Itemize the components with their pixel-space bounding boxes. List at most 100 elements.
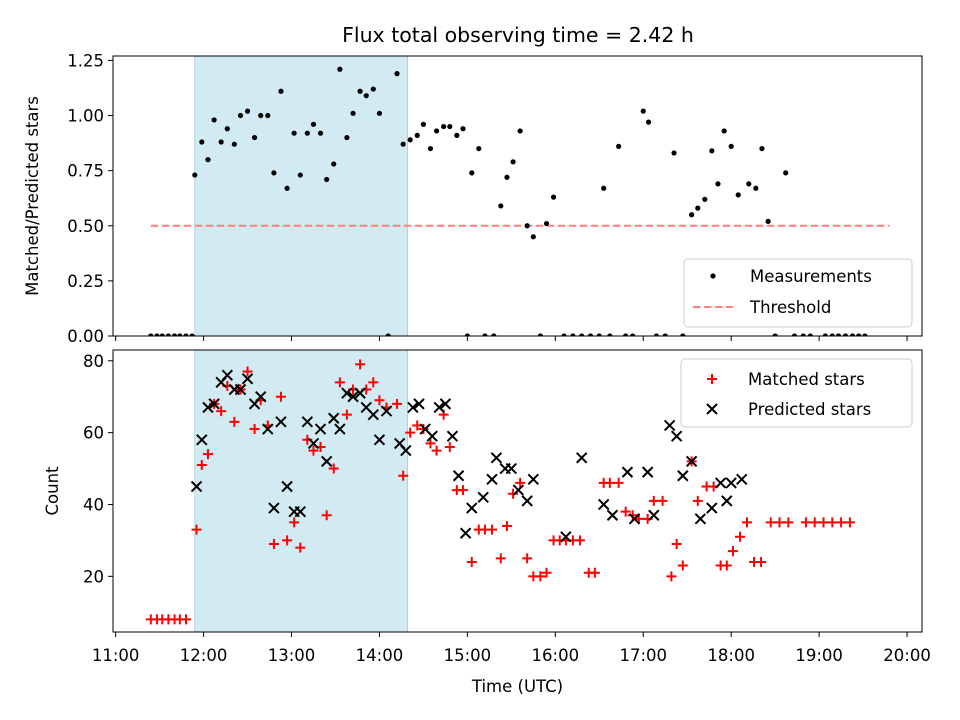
measurement-point xyxy=(783,170,789,176)
measurement-point xyxy=(370,86,376,92)
measurement-point xyxy=(807,333,813,336)
measurement-point xyxy=(510,159,516,165)
measurement-point xyxy=(324,176,330,183)
matched-star-marker xyxy=(341,409,352,420)
measurement-point xyxy=(653,333,660,336)
measurement-point xyxy=(800,333,806,336)
bottom-ytick-label: 60 xyxy=(83,424,104,443)
matched-star-marker xyxy=(242,366,253,377)
predicted-star-marker xyxy=(407,401,419,414)
predicted-star-marker xyxy=(606,509,619,521)
measurement-point xyxy=(177,333,183,336)
predicted-star-marker xyxy=(736,473,748,486)
predicted-star-marker xyxy=(426,430,438,442)
measurement-point xyxy=(447,123,453,130)
predicted-star-marker xyxy=(486,473,498,486)
predicted-star-marker xyxy=(714,477,727,489)
matched-star-marker xyxy=(405,427,416,438)
matched-star-marker xyxy=(249,424,260,435)
predicted-star-marker xyxy=(477,491,489,503)
matched-star-marker xyxy=(308,445,319,456)
matched-star-marker xyxy=(431,445,442,456)
measurement-point xyxy=(715,181,721,187)
predicted-star-marker xyxy=(621,466,634,478)
matched-star-marker xyxy=(774,517,785,528)
matched-star-marker xyxy=(657,495,668,506)
matched-star-marker xyxy=(827,517,838,528)
matched-star-marker xyxy=(216,406,227,417)
matched-star-marker xyxy=(574,535,585,546)
predicted-star-marker xyxy=(439,398,452,410)
measurement-point xyxy=(454,132,460,138)
measurement-point xyxy=(211,117,217,123)
predicted-star-marker xyxy=(241,373,254,385)
predicted-star-marker xyxy=(221,369,234,381)
measurement-point xyxy=(154,333,160,336)
predicted-stars-points xyxy=(190,369,748,543)
predicted-star-marker xyxy=(347,390,359,403)
top-legend-box xyxy=(683,258,913,328)
measurement-point xyxy=(530,234,536,240)
measurement-point xyxy=(265,112,271,119)
matched-star-marker xyxy=(742,517,753,528)
measurement-point xyxy=(550,194,557,200)
measurement-point xyxy=(702,196,708,202)
measurement-point xyxy=(304,130,310,136)
predicted-star-marker xyxy=(521,495,533,507)
bottom-ytick-label: 20 xyxy=(83,567,104,586)
matched-star-marker xyxy=(466,556,477,567)
bottom-xtick-label: 13:00 xyxy=(268,646,316,665)
predicted-star-marker xyxy=(400,444,412,457)
matched-star-marker xyxy=(202,449,213,460)
bottom-shaded-span xyxy=(194,349,408,633)
predicted-star-marker xyxy=(328,412,340,424)
predicted-star-marker xyxy=(452,470,465,482)
predicted-star-marker xyxy=(466,502,478,514)
predicted-star-marker xyxy=(255,390,267,403)
top-panel-measurements: 0.00 0.25 0.50 0.75 1.00 1.25 Matched/Predicte… xyxy=(23,51,923,346)
predicted-star-marker xyxy=(341,387,353,399)
measurement-point xyxy=(862,333,868,336)
matched-star-marker xyxy=(589,567,600,578)
matched-star-marker xyxy=(321,510,332,521)
matched-star-marker xyxy=(541,567,552,578)
bottom-xtick-label: 19:00 xyxy=(795,646,843,665)
bottom-xtick-label: 20:00 xyxy=(883,646,931,665)
measurement-point xyxy=(441,123,447,130)
matched-star-marker xyxy=(613,477,624,488)
legend-predicted-marker xyxy=(706,403,718,415)
legend-measurements-label: Measurements xyxy=(750,267,872,286)
predicted-star-marker xyxy=(505,462,518,475)
measurement-point xyxy=(537,333,543,336)
predicted-star-marker xyxy=(648,509,660,521)
measurement-point xyxy=(291,130,297,136)
measurement-point xyxy=(596,333,602,336)
measurement-point xyxy=(601,185,607,191)
matched-star-marker xyxy=(368,377,379,388)
measurement-point xyxy=(680,333,686,336)
top-ytick-label: 0.00 xyxy=(67,327,104,346)
measurement-point xyxy=(524,223,530,229)
bottom-xtick-label: 17:00 xyxy=(619,646,667,665)
matched-star-marker xyxy=(734,531,745,542)
measurement-point xyxy=(543,220,550,227)
measurement-point xyxy=(407,137,413,143)
matched-star-marker xyxy=(457,485,468,496)
top-ytick-label: 0.25 xyxy=(67,272,104,291)
top-ytick-label: 1.25 xyxy=(67,51,104,70)
bottom-legend: Matched stars Predicted stars xyxy=(680,358,913,428)
measurement-point xyxy=(159,333,165,336)
measurement-point xyxy=(517,128,523,134)
measurement-point xyxy=(469,170,475,176)
legend-matched-label: Matched stars xyxy=(748,370,865,389)
measurement-point xyxy=(344,134,350,141)
measurement-point xyxy=(224,126,230,132)
measurement-point xyxy=(297,172,303,178)
matched-star-marker xyxy=(765,517,776,528)
predicted-star-marker xyxy=(433,401,445,414)
measurement-point xyxy=(856,333,862,336)
measurement-point xyxy=(251,134,258,141)
bottom-xtick-label: 12:00 xyxy=(180,646,228,665)
measurement-point xyxy=(148,333,154,336)
